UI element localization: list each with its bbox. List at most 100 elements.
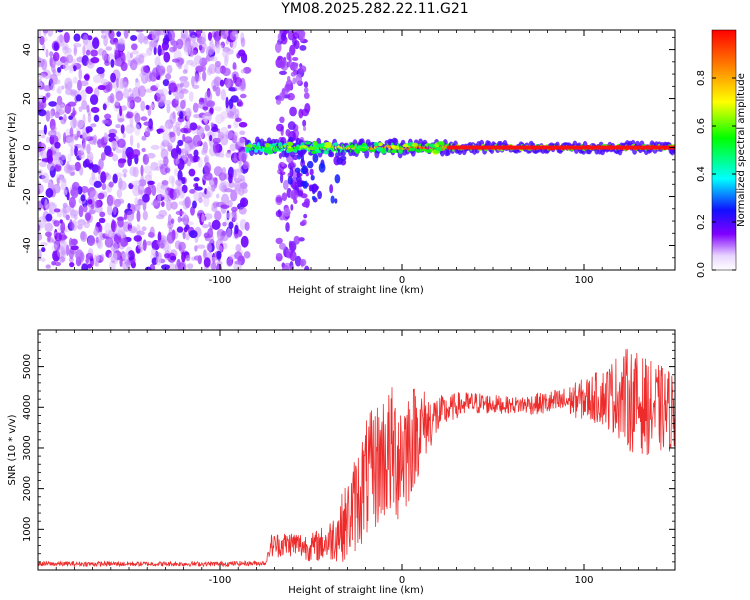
heatmap-cell bbox=[69, 219, 73, 230]
heatmap-cell bbox=[177, 139, 184, 147]
heatmap-cell bbox=[292, 77, 297, 85]
heatmap-cell bbox=[112, 153, 119, 162]
y-tick-label: 1000 bbox=[22, 517, 33, 542]
heatmap-cell bbox=[296, 172, 303, 177]
heatmap-cell bbox=[210, 256, 217, 264]
heatmap-cell bbox=[141, 226, 147, 232]
heatmap-cell bbox=[185, 224, 190, 230]
heatmap-cell bbox=[100, 253, 105, 262]
heatmap-cell bbox=[234, 224, 239, 235]
heatmap-cell bbox=[179, 76, 187, 84]
heatmap-cell bbox=[75, 249, 84, 261]
heatmap-cell bbox=[108, 251, 118, 262]
heatmap-cell bbox=[97, 138, 103, 149]
heatmap-cell bbox=[143, 65, 149, 73]
y-tick-label: -20 bbox=[22, 188, 33, 204]
heatmap-cell bbox=[300, 193, 308, 199]
heatmap-cell bbox=[90, 56, 100, 64]
heatmap-cell bbox=[175, 179, 183, 187]
heatmap-cell bbox=[134, 79, 141, 89]
heatmap-cell bbox=[285, 84, 291, 90]
heatmap-cell bbox=[181, 251, 186, 263]
heatmap-cell bbox=[137, 244, 144, 250]
heatmap-cell bbox=[132, 49, 139, 55]
heatmap-cell bbox=[166, 64, 173, 74]
heatmap-cell bbox=[168, 30, 176, 41]
heatmap-cell bbox=[68, 257, 74, 263]
heatmap-cell bbox=[82, 45, 86, 56]
heatmap-cell bbox=[169, 131, 176, 143]
heatmap-cell bbox=[101, 182, 107, 191]
heatmap-cell bbox=[193, 74, 201, 83]
heatmap-cell bbox=[155, 83, 160, 88]
heatmap-cell bbox=[212, 201, 220, 208]
heatmap-cell bbox=[103, 132, 108, 144]
heatmap-cell bbox=[208, 221, 212, 228]
heatmap-cell bbox=[235, 117, 242, 123]
heatmap-cell bbox=[290, 160, 294, 167]
heatmap-cell bbox=[70, 146, 74, 157]
heatmap-cell bbox=[330, 195, 335, 204]
heatmap-cell bbox=[61, 85, 65, 90]
heatmap-cell bbox=[127, 250, 135, 261]
heatmap-cell bbox=[287, 30, 295, 41]
heatmap-cell bbox=[104, 60, 110, 67]
heatmap-cell bbox=[275, 210, 282, 218]
heatmap-cell bbox=[166, 232, 175, 244]
heatmap-cell bbox=[211, 206, 218, 212]
y-tick-label: 0 bbox=[22, 144, 33, 150]
heatmap-cell bbox=[274, 42, 282, 54]
heatmap-cell bbox=[172, 125, 178, 133]
heatmap-cell bbox=[118, 37, 125, 45]
heatmap-cell bbox=[136, 210, 141, 223]
heatmap-cell bbox=[82, 205, 88, 213]
heatmap-cell bbox=[43, 85, 52, 92]
heatmap-cell bbox=[193, 177, 200, 182]
heatmap-cell bbox=[189, 230, 198, 239]
heatmap-cell bbox=[160, 188, 169, 198]
heatmap-cell bbox=[127, 202, 131, 209]
heatmap-cell bbox=[308, 184, 312, 192]
heatmap-cell bbox=[181, 212, 188, 224]
heatmap-cell bbox=[112, 173, 118, 184]
heatmap-cell bbox=[55, 101, 63, 114]
heatmap-cell bbox=[177, 62, 183, 70]
heatmap-cell bbox=[74, 136, 79, 141]
heatmap-cell bbox=[303, 213, 308, 219]
heatmap-cell bbox=[229, 143, 237, 152]
heatmap-cell bbox=[222, 242, 228, 250]
heatmap-cell bbox=[42, 30, 49, 34]
heatmap-cell bbox=[215, 43, 221, 54]
heatmap-cell bbox=[201, 146, 208, 156]
heatmap-cell bbox=[80, 147, 84, 155]
heatmap-cell bbox=[82, 160, 88, 168]
heatmap-cell bbox=[336, 157, 343, 165]
heatmap-cell bbox=[98, 224, 103, 233]
heatmap-cell bbox=[215, 86, 221, 97]
heatmap-cell bbox=[85, 163, 95, 168]
heatmap-cell bbox=[294, 167, 301, 173]
heatmap-cell bbox=[204, 162, 212, 174]
heatmap-cell bbox=[110, 59, 115, 68]
heatmap-cell bbox=[104, 236, 114, 248]
heatmap-cell bbox=[209, 56, 218, 62]
heatmap-cell bbox=[432, 150, 441, 154]
heatmap-cell bbox=[113, 59, 123, 67]
heatmap-cell bbox=[62, 132, 67, 144]
heatmap-cell bbox=[289, 106, 297, 117]
heatmap-cell bbox=[163, 51, 171, 63]
heatmap-cell bbox=[201, 213, 205, 223]
heatmap-cell bbox=[38, 216, 46, 229]
heatmap-cell bbox=[219, 79, 225, 87]
heatmap-cell bbox=[221, 30, 229, 40]
heatmap-cell bbox=[302, 119, 307, 127]
heatmap-cell bbox=[83, 74, 90, 80]
heatmap-cell bbox=[173, 168, 179, 177]
heatmap-cell bbox=[278, 70, 287, 75]
heatmap-cell bbox=[373, 142, 379, 147]
heatmap-cell bbox=[122, 132, 126, 139]
heatmap-cell bbox=[45, 48, 49, 58]
heatmap-cell bbox=[203, 111, 213, 117]
heatmap-cell bbox=[359, 147, 368, 152]
heatmap-cell bbox=[301, 219, 307, 226]
